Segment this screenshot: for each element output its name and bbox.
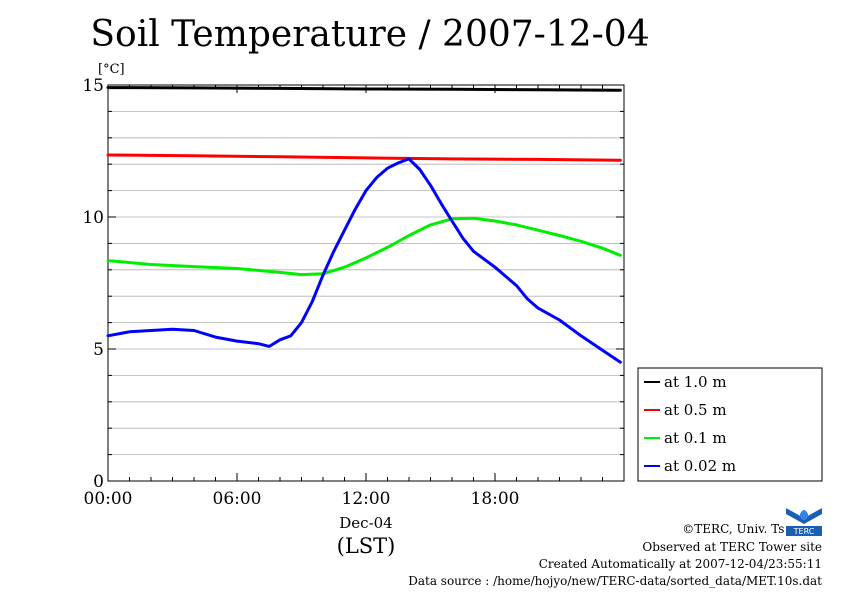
y-axis-label: [°C]	[98, 62, 125, 77]
x-tick-label: 12:00	[342, 489, 391, 509]
created-text: Created Automatically at 2007-12-04/23:5…	[538, 557, 822, 571]
x-tick-label: 18:00	[471, 489, 520, 509]
series-line-1	[106, 86, 622, 92]
plot-frame	[107, 84, 625, 482]
series-line-3	[106, 216, 622, 277]
legend-box	[637, 367, 823, 482]
x-axis-label: (LST)	[337, 534, 396, 558]
legend-label: at 0.5 m	[664, 401, 727, 419]
x-date-label: Dec-04	[339, 514, 392, 532]
x-tick-label: 00:00	[84, 489, 133, 509]
terc-logo-icon: TERC	[784, 504, 824, 538]
series-line-2	[106, 153, 622, 162]
logo-text: TERC	[793, 527, 815, 536]
y-tick-label: 15	[82, 76, 104, 96]
series-line-4	[106, 157, 622, 364]
y-tick-label: 5	[93, 340, 104, 360]
legend-label: at 0.1 m	[664, 429, 727, 447]
legend-label: at 0.02 m	[664, 457, 736, 475]
chart-title: Soil Temperature / 2007-12-04	[90, 14, 650, 55]
site-text: Observed at TERC Tower site	[642, 540, 822, 554]
source-text: Data source : /home/hojyo/new/TERC-data/…	[408, 574, 822, 588]
y-tick-label: 10	[82, 208, 104, 228]
legend-label: at 1.0 m	[664, 373, 727, 391]
y-tick-label: 0	[93, 472, 104, 492]
x-tick-label: 06:00	[213, 489, 262, 509]
